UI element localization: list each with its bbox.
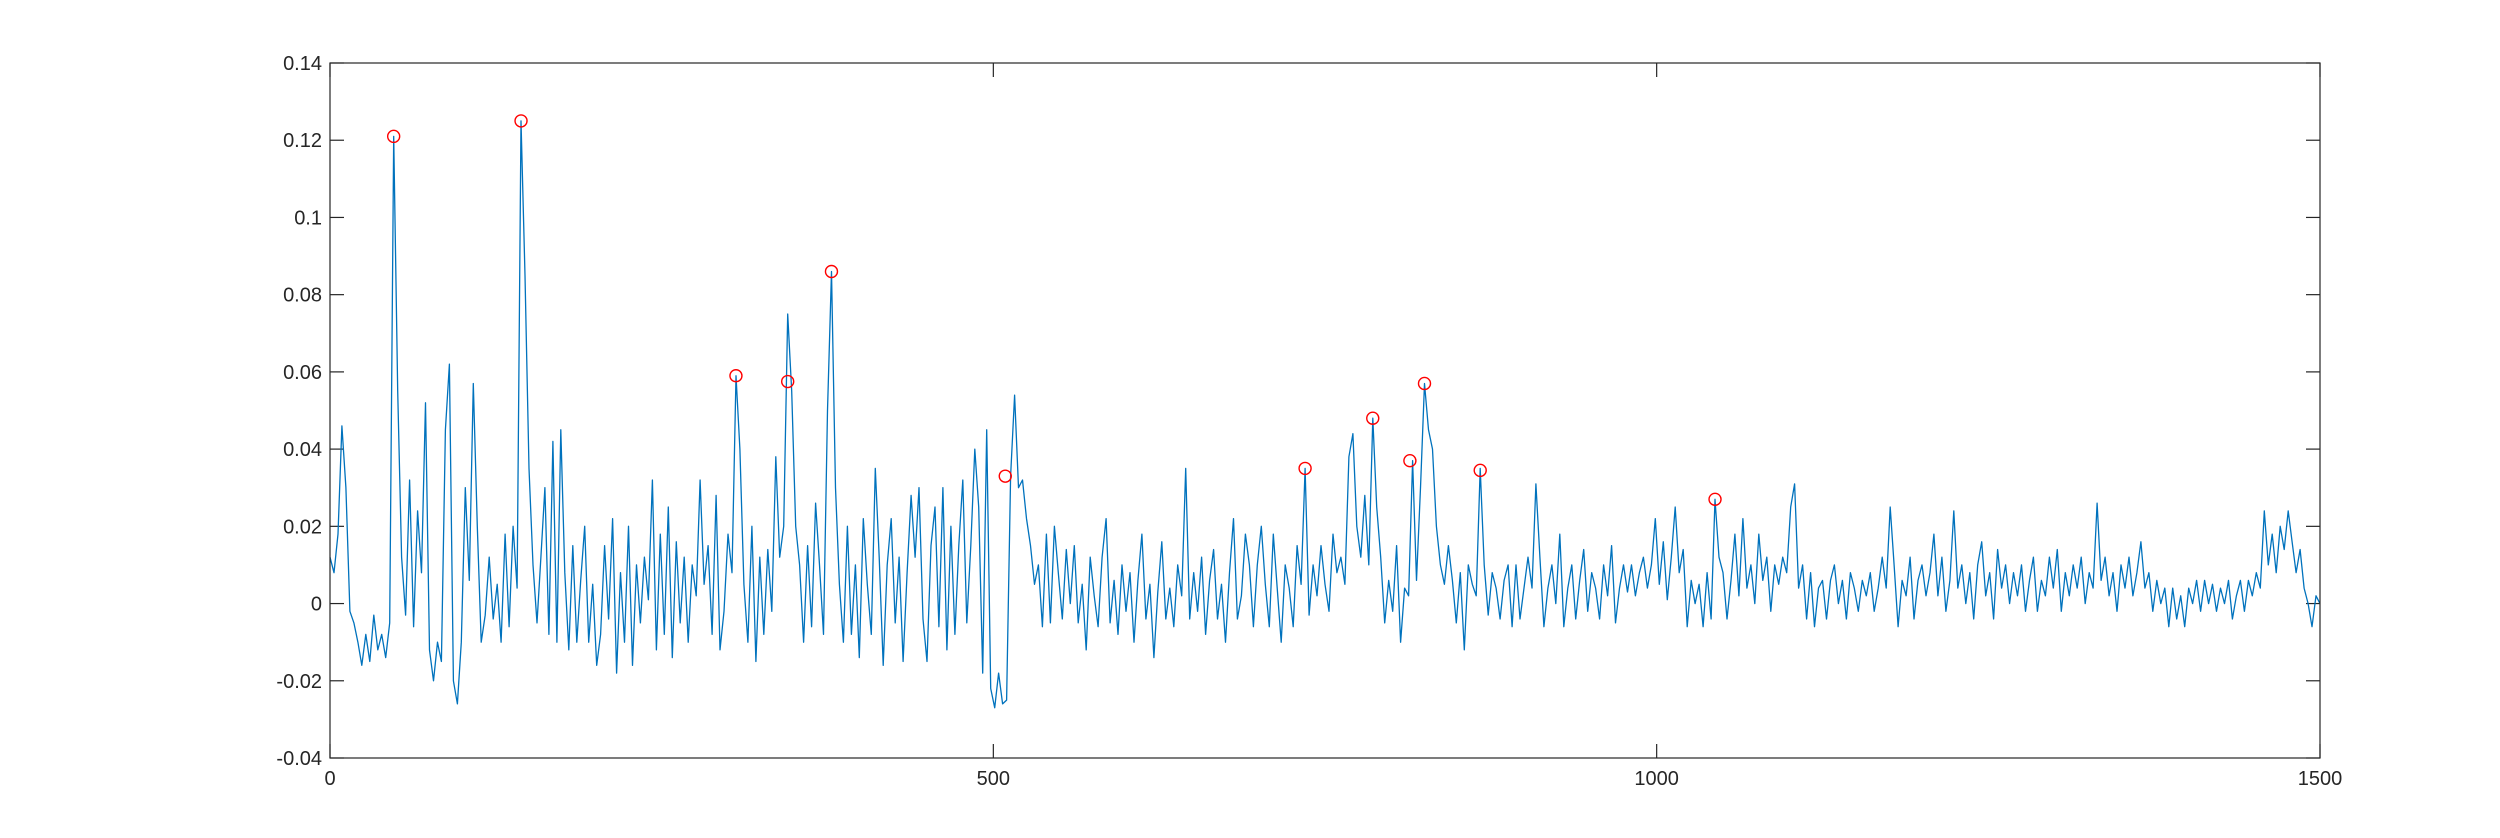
peak-marker [1366, 411, 1380, 425]
peak-marker [386, 129, 401, 144]
peak-marker [729, 369, 743, 383]
y-tick-label: 0.08 [283, 285, 322, 307]
peak-marker [514, 114, 528, 128]
x-tick-label: 1500 [2298, 768, 2343, 790]
peak-marker [1708, 492, 1722, 507]
peak-marker [998, 469, 1012, 483]
peak-marker [1298, 461, 1312, 476]
tick-labels: 0 500 1000 1500 -0.04 -0.02 0 0.02 0.04 0.06 0.08 0… [276, 53, 2342, 790]
peak-marker [781, 374, 795, 389]
peak-marker [1473, 463, 1487, 478]
x-tick-label: 1000 [1634, 768, 1679, 790]
y-tick-label: 0.02 [283, 516, 322, 538]
y-tick-label: 0 [311, 594, 322, 616]
peak-markers [386, 114, 1722, 507]
plot-area [330, 63, 2320, 758]
peak-marker [1417, 376, 1432, 391]
x-tick-label: 500 [977, 768, 1010, 790]
y-tick-label: 0.06 [283, 362, 322, 384]
y-tick-label: 0.1 [294, 207, 322, 229]
peak-marker [824, 264, 839, 279]
x-tick-label: 0 [324, 768, 335, 790]
y-tick-label: 0.14 [283, 53, 322, 75]
peak-marker [1403, 453, 1417, 468]
signal-line [329, 120, 2321, 709]
data-series [329, 120, 2321, 709]
y-tick-label: 0.12 [283, 130, 322, 152]
y-tick-label: -0.04 [276, 748, 322, 770]
axes-box [329, 62, 2321, 759]
y-tick-label: 0.04 [283, 439, 322, 461]
y-tick-label: -0.02 [276, 671, 322, 693]
